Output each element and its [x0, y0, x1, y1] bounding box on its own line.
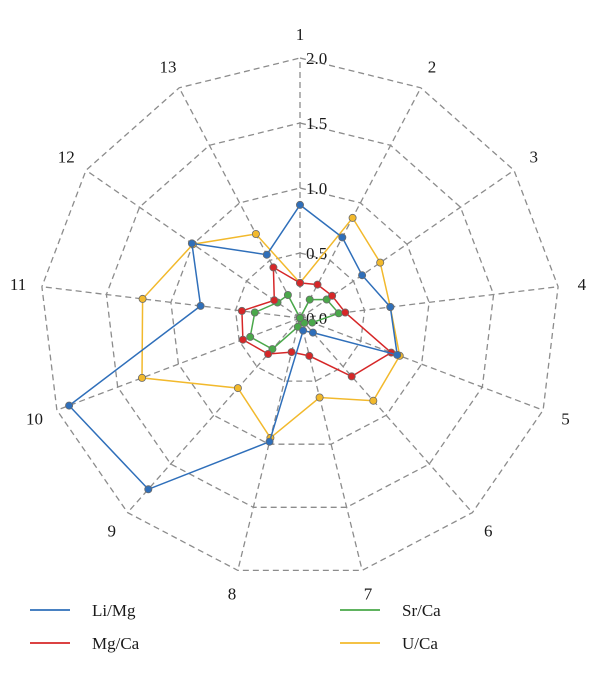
data-point-sr-ca-5 [308, 318, 317, 327]
data-point-mg-ca-11 [237, 306, 246, 315]
data-point-li-mg-3 [358, 271, 367, 280]
axis-label-2: 2 [428, 58, 437, 77]
data-point-li-mg-12 [187, 239, 196, 248]
axis-label-9: 9 [107, 522, 116, 541]
legend: Li/Mg Mg/Ca Sr/Ca U/Ca [30, 601, 441, 653]
axis-label-3: 3 [529, 148, 538, 167]
legend-item-sr-ca: Sr/Ca [340, 601, 441, 620]
data-point-li-mg-10 [65, 401, 74, 410]
data-point-li-mg-6 [308, 328, 317, 337]
series-li-mg [65, 200, 402, 494]
legend-label-mg-ca: Mg/Ca [92, 634, 140, 653]
data-point-u-ca-2 [348, 213, 357, 222]
data-point-mg-ca-8 [287, 348, 296, 357]
axis-label-4: 4 [578, 275, 587, 294]
legend-item-u-ca: U/Ca [340, 634, 438, 653]
tick-label-4: 2.0 [306, 49, 327, 68]
data-point-mg-ca-3 [328, 291, 337, 300]
data-point-sr-ca-8 [293, 322, 302, 331]
legend-label-u-ca: U/Ca [402, 634, 438, 653]
grid-spoke-7 [299, 317, 363, 571]
grid-spoke-2 [299, 87, 422, 319]
axis-label-6: 6 [484, 522, 493, 541]
data-point-sr-ca-3 [322, 295, 331, 304]
data-point-mg-ca-2 [313, 280, 322, 289]
data-point-sr-ca-11 [250, 308, 259, 317]
data-point-li-mg-4 [386, 302, 395, 311]
data-point-u-ca-10 [137, 373, 146, 382]
axis-label-1: 1 [296, 25, 305, 44]
series-sr-ca [246, 290, 343, 354]
data-point-li-mg-13 [262, 250, 271, 259]
series-line-li-mg [67, 203, 399, 491]
grid-spoke-8 [237, 317, 301, 571]
legend-label-sr-ca: Sr/Ca [402, 601, 441, 620]
data-point-sr-ca-13 [283, 290, 292, 299]
axis-label-10: 10 [26, 410, 43, 429]
grid-spoke-13 [178, 87, 301, 319]
data-point-u-ca-3 [376, 258, 385, 267]
grid-ring-1 [234, 252, 366, 382]
tick-label-2: 1.0 [306, 179, 327, 198]
data-point-mg-ca-9 [264, 349, 273, 358]
data-point-u-ca-9 [233, 384, 242, 393]
data-point-li-mg-8 [265, 437, 274, 446]
axis-label-8: 8 [228, 585, 237, 604]
data-point-li-mg-11 [196, 301, 205, 310]
tick-label-3: 1.5 [306, 114, 327, 133]
data-point-sr-ca-2 [305, 295, 314, 304]
data-series [65, 200, 404, 494]
axis-label-5: 5 [561, 410, 570, 429]
data-point-sr-ca-10 [246, 332, 255, 341]
data-point-mg-ca-13 [269, 263, 278, 272]
grid-ring-3 [105, 122, 495, 508]
data-point-mg-ca-7 [305, 351, 314, 360]
axis-label-12: 12 [58, 148, 75, 167]
series-line-u-ca [141, 216, 401, 440]
data-point-sr-ca-7 [295, 313, 304, 322]
legend-item-mg-ca: Mg/Ca [30, 634, 140, 653]
data-point-sr-ca-4 [334, 309, 343, 318]
series-mg-ca [237, 263, 396, 381]
data-point-u-ca-13 [251, 229, 260, 238]
grid-spoke-5 [299, 317, 544, 411]
grid-spoke-10 [56, 317, 301, 411]
data-point-u-ca-6 [369, 396, 378, 405]
legend-label-li-mg: Li/Mg [92, 601, 136, 620]
axis-label-13: 13 [160, 58, 177, 77]
data-point-u-ca-11 [138, 294, 147, 303]
data-point-li-mg-1 [295, 200, 304, 209]
data-point-u-ca-7 [315, 393, 324, 402]
legend-item-li-mg: Li/Mg [30, 601, 136, 620]
data-point-mg-ca-4 [341, 308, 350, 317]
tick-label-1: 0.5 [306, 244, 327, 263]
grid-ring-2 [170, 187, 430, 445]
data-point-mg-ca-1 [295, 278, 304, 287]
data-point-li-mg-5 [393, 350, 402, 359]
data-point-mg-ca-10 [238, 335, 247, 344]
grid-spoke-3 [299, 169, 515, 319]
data-point-li-mg-7 [299, 326, 308, 335]
data-point-mg-ca-12 [270, 296, 279, 305]
data-point-mg-ca-6 [347, 372, 356, 381]
axis-label-11: 11 [10, 275, 26, 294]
grid-spoke-6 [299, 317, 473, 514]
data-point-li-mg-2 [338, 233, 347, 242]
data-point-li-mg-9 [144, 485, 153, 494]
axis-label-7: 7 [364, 585, 373, 604]
